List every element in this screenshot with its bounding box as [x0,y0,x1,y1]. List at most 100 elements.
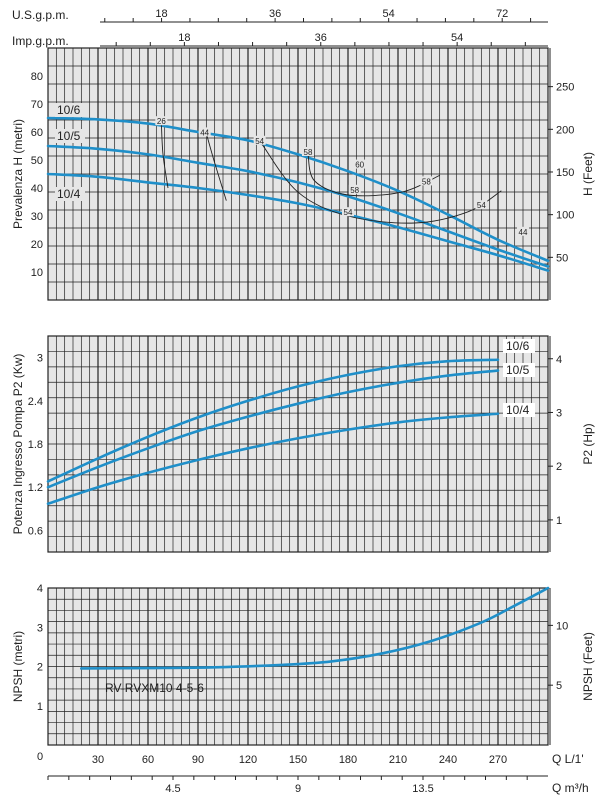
series-line-10/6 [46,116,550,263]
y-right-tick-label: 3 [556,407,562,419]
x-zero-label: 0 [37,751,43,763]
x-tick-label: 120 [239,754,257,766]
y-right-tick-label: 1 [556,515,562,527]
series-line-10/5 [46,369,500,489]
y-axis-title: NPSH (metri) [11,631,25,702]
us-gpm-tick-label: 36 [269,8,281,20]
y-axis-title: Prevalenza H (metri) [11,119,25,229]
efficiency-label: 44 [200,128,209,137]
series-line-10/4 [46,172,550,272]
efficiency-label-bg [348,184,361,194]
y-tick-label: 4 [37,583,43,595]
y-right-tick-label: 4 [556,354,562,366]
series-label: 10/6 [506,339,530,353]
series-line-10/5 [46,144,550,268]
series-label: 10/6 [57,103,81,117]
y-tick-label: 20 [31,239,43,251]
x-tick-label: 60 [142,754,154,766]
y-right-axis-title: H (Feet) [581,152,595,196]
efficiency-label: 54 [477,201,486,210]
series-label-bg [55,129,85,143]
series-line-10/6 [46,358,500,483]
efficiency-label-bg [342,207,354,217]
efficiency-label-bg [353,159,366,169]
y-right-tick-label: 10 [556,620,568,632]
efficiency-label-bg [302,147,314,156]
y-tick-label: 70 [31,99,43,111]
efficiency-curve [205,133,227,201]
efficiency-label-bg [253,135,266,145]
y-tick-label: 30 [31,211,43,223]
x-tick-label: 270 [489,754,507,766]
x-tick-label: 30 [92,754,104,766]
x-tick-label: 90 [192,754,204,766]
series-label: 10/5 [506,363,530,377]
y-tick-label: 10 [31,267,43,279]
x-tick-label: 150 [289,754,307,766]
y-right-tick-label: 250 [556,82,574,94]
series-label-bg [503,363,535,377]
y-tick-label: 40 [31,183,43,195]
series-line-NPSH [80,586,550,670]
series-label-bg [55,187,85,201]
y-right-tick-label: 5 [556,680,562,692]
y-tick-label: 1.8 [28,439,43,451]
plot-border [47,335,549,553]
series-label-bg [55,103,85,117]
series-label: 10/4 [57,187,81,201]
efficiency-label-bg [517,226,529,236]
efficiency-label-bg [475,200,488,210]
y-right-tick-label: 100 [556,210,574,222]
imp-gpm-tick-label: 36 [315,32,327,44]
y-right-axis-title: P2 (Hp) [581,423,595,464]
y-right-tick-label: 200 [556,124,574,136]
x-tick-label: 240 [439,754,457,766]
us-gpm-tick-label: 18 [155,8,167,20]
y-right-axis-title: NPSH (Feet) [581,632,595,701]
efficiency-label-bg [420,176,433,186]
imp-gpm-label: Imp.g.p.m. [12,34,69,48]
y-right-tick-label: 150 [556,167,574,179]
efficiency-label: 60 [355,161,364,170]
m3h-tick-label: 4.5 [165,783,180,795]
imp-gpm-tick-label: 54 [451,32,463,44]
series-label: 10/5 [57,129,81,143]
x-axis-title: Q L/1' [552,752,584,766]
y-axis-title: Potenza Ingresso Pompa P2 (Kw) [11,354,25,535]
series-label-bg [503,403,535,417]
x-tick-label: 180 [339,754,357,766]
m3h-tick-label: 9 [295,783,301,795]
y-tick-label: 50 [31,155,43,167]
y-tick-label: 3 [37,353,43,365]
y-right-tick-label: 50 [556,252,568,264]
y-tick-label: 0.6 [28,525,43,537]
y-tick-label: 1.2 [28,482,43,494]
efficiency-curve [160,122,169,189]
series-label-bg [503,339,535,353]
efficiency-label: 26 [157,117,166,126]
x-tick-label: 210 [389,754,407,766]
efficiency-label: 54 [255,137,264,146]
efficiency-curve [307,154,440,197]
imp-gpm-tick-label: 18 [178,32,190,44]
efficiency-label: 54 [344,208,353,217]
y-tick-label: 80 [31,71,43,83]
model-annotation: RV-RVXM10 4-5-6 [105,681,204,695]
us-gpm-tick-label: 54 [383,8,395,20]
efficiency-label: 58 [304,148,313,157]
y-tick-label: 2.4 [28,396,43,408]
efficiency-label: 58 [422,177,431,186]
y-tick-label: 60 [31,127,43,139]
plot-border [47,587,549,746]
efficiency-label: 44 [519,228,528,237]
efficiency-label: 58 [350,186,359,195]
us-gpm-label: U.S.g.p.m. [12,8,69,22]
m3h-tick-label: 13.5 [412,783,433,795]
series-line-10/4 [46,412,500,506]
y-tick-label: 3 [37,622,43,634]
y-tick-label: 1 [37,701,43,713]
y-tick-label: 2 [37,662,43,674]
efficiency-curve [260,142,502,224]
y-right-tick-label: 2 [556,461,562,473]
